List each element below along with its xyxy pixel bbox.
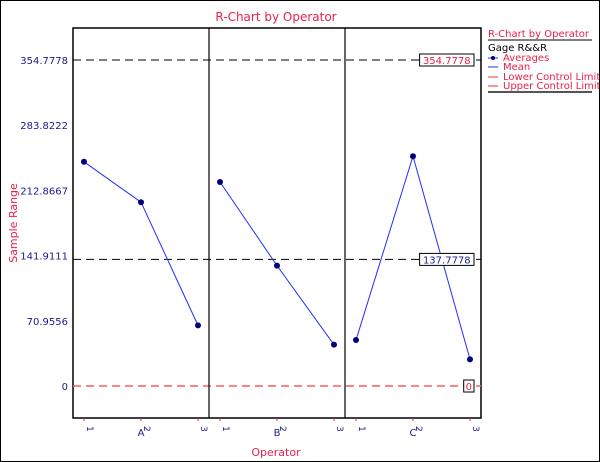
x-tick-label: 2 <box>141 426 151 432</box>
data-point <box>467 356 473 363</box>
legend: R-Chart by Operator Gage R&&R Averages M… <box>488 29 600 93</box>
ucl-label: 354.7778 <box>423 56 471 67</box>
y-tick-label: 0 <box>62 382 68 393</box>
legend-entry-mean: Mean <box>503 62 530 73</box>
data-point <box>274 262 280 269</box>
lcl-label-box <box>463 379 475 393</box>
legend-entry-averages: Averages <box>503 53 549 64</box>
legend-title: R-Chart by Operator <box>488 29 590 40</box>
y-tick-label: 354.7778 <box>20 56 68 67</box>
y-tick-label: 141.9111 <box>20 252 68 263</box>
x-tick-label: 1 <box>220 426 230 432</box>
data-point <box>353 337 359 344</box>
legend-averages-marker <box>491 56 495 60</box>
data-point <box>138 199 144 206</box>
x-tick-label: 3 <box>470 426 480 432</box>
group-label: C <box>410 428 417 439</box>
y-tick-label: 70.9556 <box>27 317 68 328</box>
y-axis-label: Sample Range <box>7 183 20 263</box>
group-label: A <box>138 428 145 439</box>
group-label: B <box>274 428 281 439</box>
data-point <box>81 158 87 165</box>
data-point <box>331 341 337 348</box>
mean-label-box <box>419 252 475 266</box>
chart-title: R-Chart by Operator <box>215 10 336 24</box>
legend-entry-lcl: Lower Control Limit <box>503 72 600 83</box>
data-point <box>410 153 416 160</box>
legend-entry-ucl: Upper Control Limit <box>503 81 600 92</box>
plot-area <box>72 27 482 419</box>
y-tick-label: 212.8667 <box>20 186 68 197</box>
legend-subtitle: Gage R&&R <box>488 43 547 54</box>
lcl-label: 0 <box>466 382 472 393</box>
x-tick-label: 3 <box>198 426 208 432</box>
ucl-label-box <box>419 53 475 67</box>
x-tick-label: 1 <box>84 426 94 432</box>
x-tick-label: 2 <box>413 426 423 432</box>
x-axis-label: Operator <box>251 446 301 459</box>
x-tick-label: 2 <box>277 426 287 432</box>
x-tick-label: 1 <box>356 426 366 432</box>
y-tick-label: 283.8222 <box>20 121 68 132</box>
mean-label: 137.7778 <box>423 255 471 266</box>
x-tick-label: 3 <box>334 426 344 432</box>
data-point <box>195 322 201 329</box>
data-point <box>217 179 223 186</box>
